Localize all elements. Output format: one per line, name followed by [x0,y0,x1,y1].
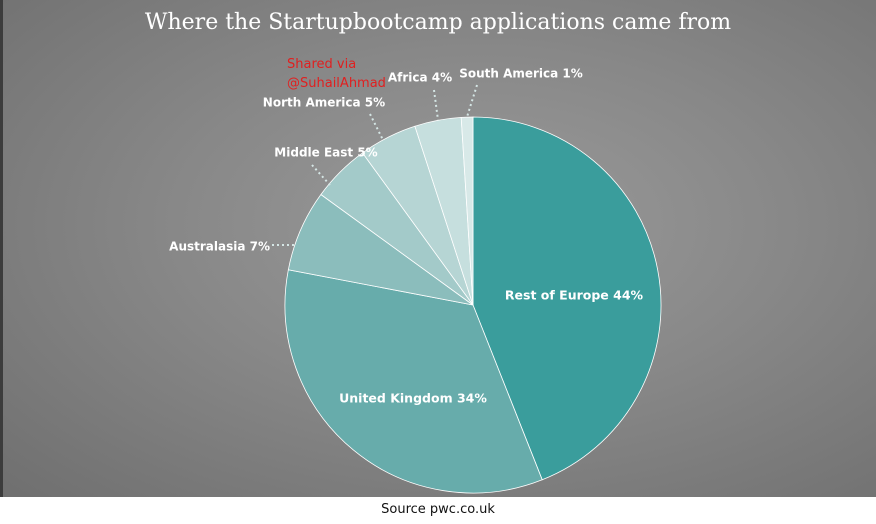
pie-slice-south-america [460,116,474,306]
pie-slice-united-kingdom [284,269,543,494]
chart-title: Where the Startupbootcamp applications c… [144,10,732,35]
leader-line-north-america [369,113,384,141]
slice-label-middle-east: Middle East 5% [274,146,377,160]
chart-slide: Where the Startupbootcamp applications c… [0,0,876,497]
slice-label-africa: Africa 4% [388,71,452,85]
share-note: Shared via @SuhailAhmad [287,55,386,93]
pie-slice-rest-of-europe [472,116,662,481]
source-caption: Source pwc.co.uk [381,502,495,517]
leader-line-middle-east [311,164,331,186]
slice-label-australasia: Australasia 7% [169,240,270,254]
slice-label-united-kingdom: United Kingdom 34% [339,391,487,406]
slice-label-rest-of-europe: Rest of Europe 44% [505,288,644,303]
leader-line-south-america [466,84,478,118]
pie-chart: Rest of Europe 44% United Kingdom 34% Aust… [169,67,662,494]
share-note-line1: Shared via [287,57,357,72]
share-note-line2: @SuhailAhmad [287,76,386,91]
slice-label-south-america: South America 1% [459,67,583,81]
slide-edge [0,0,3,497]
leader-line-africa [433,89,439,121]
slice-label-north-america: North America 5% [263,96,385,110]
